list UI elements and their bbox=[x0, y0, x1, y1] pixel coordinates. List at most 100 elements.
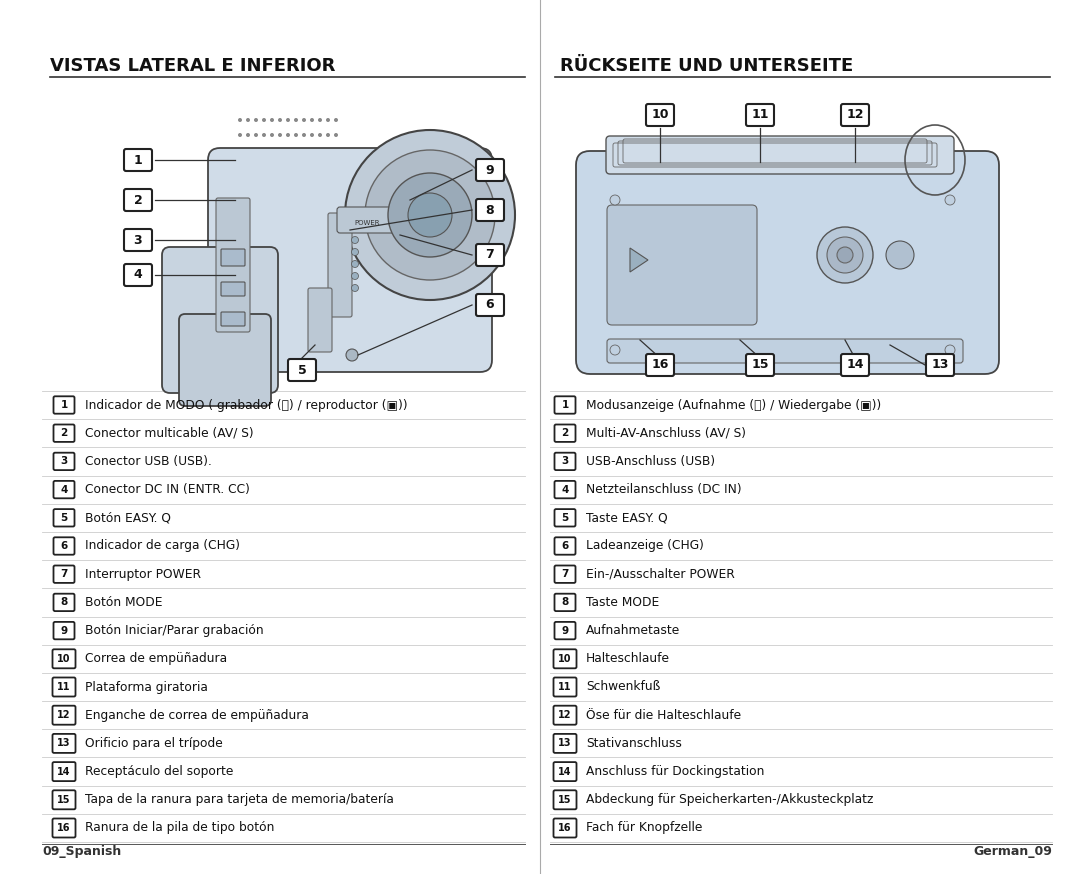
Circle shape bbox=[945, 345, 955, 355]
FancyBboxPatch shape bbox=[53, 734, 76, 753]
Circle shape bbox=[278, 118, 282, 122]
Text: Botón MODE: Botón MODE bbox=[85, 596, 162, 609]
Circle shape bbox=[334, 133, 338, 137]
Circle shape bbox=[254, 118, 258, 122]
FancyBboxPatch shape bbox=[554, 538, 576, 555]
Text: Indicador de carga (CHG): Indicador de carga (CHG) bbox=[85, 539, 240, 552]
Text: Ladeanzeige (CHG): Ladeanzeige (CHG) bbox=[586, 539, 704, 552]
Text: German_09: German_09 bbox=[973, 845, 1052, 858]
FancyBboxPatch shape bbox=[221, 282, 245, 296]
Text: 14: 14 bbox=[57, 766, 71, 777]
FancyBboxPatch shape bbox=[746, 104, 774, 126]
FancyBboxPatch shape bbox=[54, 453, 75, 470]
Text: 1: 1 bbox=[562, 400, 569, 410]
Circle shape bbox=[318, 133, 322, 137]
Text: 10: 10 bbox=[651, 108, 669, 121]
Text: Ranura de la pila de tipo botón: Ranura de la pila de tipo botón bbox=[85, 822, 274, 835]
Text: 3: 3 bbox=[562, 456, 569, 467]
Text: RÜCKSEITE UND UNTERSEITE: RÜCKSEITE UND UNTERSEITE bbox=[561, 57, 853, 75]
FancyBboxPatch shape bbox=[554, 677, 577, 697]
Text: 7: 7 bbox=[60, 569, 68, 579]
Text: 5: 5 bbox=[298, 364, 307, 377]
Text: 11: 11 bbox=[558, 682, 571, 692]
Circle shape bbox=[346, 349, 357, 361]
FancyBboxPatch shape bbox=[554, 705, 577, 725]
Text: 16: 16 bbox=[57, 823, 71, 833]
Circle shape bbox=[610, 195, 620, 205]
FancyBboxPatch shape bbox=[606, 136, 954, 174]
Text: 15: 15 bbox=[752, 358, 769, 371]
Circle shape bbox=[270, 118, 274, 122]
FancyBboxPatch shape bbox=[841, 354, 869, 376]
Text: USB-Anschluss (USB): USB-Anschluss (USB) bbox=[586, 454, 715, 468]
FancyBboxPatch shape bbox=[54, 425, 75, 442]
Text: Enganche de correa de empüñadura: Enganche de correa de empüñadura bbox=[85, 709, 309, 722]
Text: 12: 12 bbox=[57, 711, 71, 720]
Text: 7: 7 bbox=[486, 248, 495, 261]
Text: 6: 6 bbox=[562, 541, 569, 551]
Text: 13: 13 bbox=[931, 358, 948, 371]
FancyBboxPatch shape bbox=[54, 396, 75, 413]
FancyBboxPatch shape bbox=[841, 104, 869, 126]
Text: Correa de empüñadura: Correa de empüñadura bbox=[85, 652, 227, 665]
Circle shape bbox=[945, 195, 955, 205]
Text: 13: 13 bbox=[558, 739, 571, 748]
Text: 3: 3 bbox=[134, 233, 143, 246]
Text: Halteschlaufe: Halteschlaufe bbox=[586, 652, 670, 665]
FancyBboxPatch shape bbox=[554, 565, 576, 583]
Circle shape bbox=[388, 173, 472, 257]
FancyBboxPatch shape bbox=[554, 453, 576, 470]
Circle shape bbox=[310, 118, 314, 122]
FancyBboxPatch shape bbox=[476, 244, 504, 266]
FancyBboxPatch shape bbox=[53, 818, 76, 837]
FancyBboxPatch shape bbox=[554, 593, 576, 611]
Circle shape bbox=[318, 118, 322, 122]
FancyBboxPatch shape bbox=[554, 790, 577, 809]
Circle shape bbox=[294, 118, 298, 122]
FancyBboxPatch shape bbox=[646, 104, 674, 126]
Text: 3: 3 bbox=[60, 456, 68, 467]
Circle shape bbox=[278, 133, 282, 137]
Text: 9: 9 bbox=[562, 626, 568, 635]
Circle shape bbox=[238, 118, 242, 122]
Circle shape bbox=[286, 118, 291, 122]
FancyBboxPatch shape bbox=[554, 622, 576, 639]
Text: Conector DC IN (ENTR. CC): Conector DC IN (ENTR. CC) bbox=[85, 483, 249, 496]
Circle shape bbox=[408, 193, 453, 237]
FancyBboxPatch shape bbox=[54, 622, 75, 639]
Text: Schwenkfuß: Schwenkfuß bbox=[586, 681, 660, 693]
Text: 09_Spanish: 09_Spanish bbox=[42, 845, 121, 858]
Text: Botón EASY. Q: Botón EASY. Q bbox=[85, 511, 171, 524]
FancyBboxPatch shape bbox=[124, 149, 152, 171]
Text: 12: 12 bbox=[558, 711, 571, 720]
Text: 9: 9 bbox=[60, 626, 68, 635]
Text: 2: 2 bbox=[134, 193, 143, 206]
Text: Anschluss für Dockingstation: Anschluss für Dockingstation bbox=[586, 765, 765, 778]
Circle shape bbox=[816, 227, 873, 283]
Text: 15: 15 bbox=[558, 794, 571, 805]
Text: 11: 11 bbox=[57, 682, 71, 692]
FancyBboxPatch shape bbox=[476, 199, 504, 221]
FancyBboxPatch shape bbox=[54, 509, 75, 526]
FancyBboxPatch shape bbox=[53, 677, 76, 697]
FancyBboxPatch shape bbox=[54, 565, 75, 583]
FancyBboxPatch shape bbox=[554, 481, 576, 498]
FancyBboxPatch shape bbox=[54, 593, 75, 611]
Circle shape bbox=[286, 133, 291, 137]
FancyBboxPatch shape bbox=[221, 312, 245, 326]
Text: Conector multicable (AV/ S): Conector multicable (AV/ S) bbox=[85, 427, 254, 440]
Circle shape bbox=[827, 237, 863, 273]
Text: Taste EASY. Q: Taste EASY. Q bbox=[586, 511, 667, 524]
FancyBboxPatch shape bbox=[554, 396, 576, 413]
Text: 12: 12 bbox=[847, 108, 864, 121]
Circle shape bbox=[610, 345, 620, 355]
Circle shape bbox=[294, 133, 298, 137]
FancyBboxPatch shape bbox=[221, 249, 245, 266]
Text: 8: 8 bbox=[486, 204, 495, 217]
Circle shape bbox=[365, 150, 495, 280]
FancyBboxPatch shape bbox=[476, 159, 504, 181]
FancyBboxPatch shape bbox=[162, 247, 278, 393]
Text: 5: 5 bbox=[562, 513, 569, 523]
FancyBboxPatch shape bbox=[554, 425, 576, 442]
FancyBboxPatch shape bbox=[554, 818, 577, 837]
